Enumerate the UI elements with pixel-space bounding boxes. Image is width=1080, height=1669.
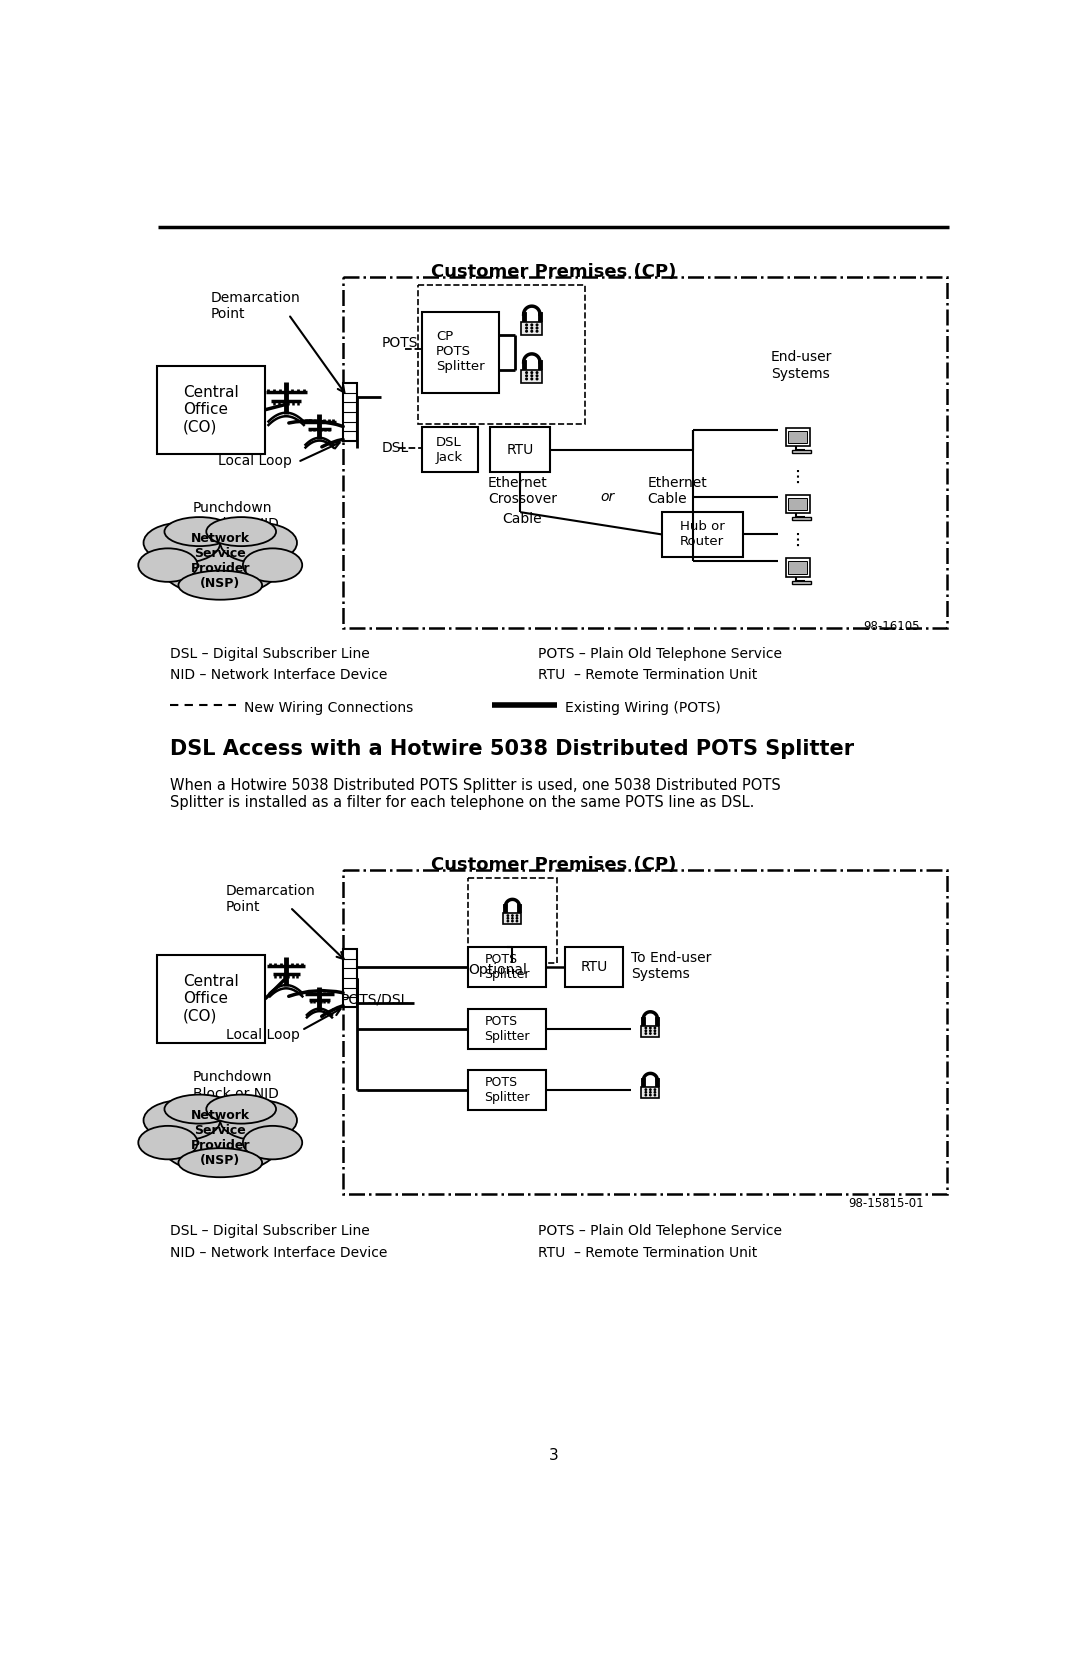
Text: DSL – Digital Subscriber Line: DSL – Digital Subscriber Line — [170, 648, 369, 661]
Ellipse shape — [158, 1103, 283, 1173]
Text: CP
POTS
Splitter: CP POTS Splitter — [436, 330, 485, 374]
Text: Punchdown
Block or NID: Punchdown Block or NID — [193, 501, 279, 531]
Bar — [469, 1008, 545, 1048]
Text: RTU: RTU — [580, 960, 607, 975]
Text: Central
Office
(CO): Central Office (CO) — [184, 386, 239, 434]
Text: POTS
Splitter: POTS Splitter — [484, 1015, 530, 1043]
Text: RTU  – Remote Termination Unit: RTU – Remote Termination Unit — [538, 669, 757, 683]
Bar — [342, 950, 356, 1006]
Text: RTU: RTU — [507, 442, 534, 457]
Text: DSL: DSL — [381, 441, 408, 456]
Bar — [792, 517, 810, 521]
Bar — [469, 1070, 545, 1110]
Text: Hub or
Router: Hub or Router — [680, 521, 725, 549]
Text: Customer Premises (CP): Customer Premises (CP) — [431, 264, 676, 282]
Text: Punchdown
Block or NID: Punchdown Block or NID — [193, 1070, 279, 1100]
Bar — [788, 431, 807, 442]
Ellipse shape — [206, 1095, 276, 1123]
Bar — [469, 948, 545, 988]
Text: POTS/DSL: POTS/DSL — [341, 993, 409, 1006]
Text: End-user
Systems: End-user Systems — [771, 350, 833, 381]
Text: New Wiring Connections: New Wiring Connections — [243, 701, 413, 714]
Text: Existing Wiring (POTS): Existing Wiring (POTS) — [565, 701, 720, 714]
Text: 98-15815-01: 98-15815-01 — [848, 1197, 923, 1210]
Bar — [662, 512, 743, 557]
Text: POTS
Splitter: POTS Splitter — [484, 1077, 530, 1105]
Bar — [157, 955, 266, 1043]
Text: DSL Access with a Hotwire 5038 Distributed POTS Splitter: DSL Access with a Hotwire 5038 Distribut… — [170, 739, 854, 759]
Text: Local Loop: Local Loop — [226, 1028, 300, 1041]
Bar — [792, 581, 810, 584]
Bar — [785, 494, 810, 512]
Ellipse shape — [144, 522, 220, 562]
Bar — [785, 427, 810, 446]
Ellipse shape — [243, 1127, 302, 1160]
Ellipse shape — [144, 1100, 220, 1140]
Text: POTS – Plain Old Telephone Service: POTS – Plain Old Telephone Service — [538, 648, 782, 661]
Bar — [522, 371, 542, 382]
Bar — [503, 913, 522, 925]
Text: Demarcation
Point: Demarcation Point — [226, 885, 315, 915]
Text: When a Hotwire 5038 Distributed POTS Splitter is used, one 5038 Distributed POTS: When a Hotwire 5038 Distributed POTS Spl… — [170, 778, 781, 809]
Text: Demarcation
Point: Demarcation Point — [211, 290, 300, 322]
Text: 3: 3 — [549, 1447, 558, 1462]
Text: POTS
Splitter: POTS Splitter — [484, 953, 530, 981]
Ellipse shape — [220, 522, 297, 562]
Text: or: or — [600, 489, 615, 504]
Text: Cable: Cable — [502, 512, 542, 526]
Bar — [788, 561, 807, 574]
Text: POTS – Plain Old Telephone Service: POTS – Plain Old Telephone Service — [538, 1225, 782, 1238]
Ellipse shape — [164, 517, 234, 546]
Text: DSL – Digital Subscriber Line: DSL – Digital Subscriber Line — [170, 1225, 369, 1238]
Ellipse shape — [164, 1095, 234, 1123]
Ellipse shape — [206, 517, 276, 546]
Bar — [342, 277, 947, 628]
Ellipse shape — [178, 1148, 262, 1177]
Bar — [157, 366, 266, 454]
Text: Local Loop: Local Loop — [218, 454, 292, 469]
Ellipse shape — [158, 526, 283, 596]
Text: Optional: Optional — [469, 963, 527, 976]
Text: To End-user
Systems: To End-user Systems — [631, 951, 712, 981]
Bar — [522, 322, 542, 335]
Bar — [642, 1026, 660, 1036]
Bar — [785, 559, 810, 577]
Text: Customer Premises (CP): Customer Premises (CP) — [431, 856, 676, 875]
Text: POTS: POTS — [381, 335, 418, 350]
Ellipse shape — [138, 549, 198, 582]
Bar — [469, 878, 557, 963]
Text: NID – Network Interface Device: NID – Network Interface Device — [170, 1247, 388, 1260]
Text: RTU  – Remote Termination Unit: RTU – Remote Termination Unit — [538, 1247, 757, 1260]
Bar — [490, 427, 551, 472]
Ellipse shape — [138, 1127, 198, 1160]
Bar — [422, 312, 499, 392]
Text: NID – Network Interface Device: NID – Network Interface Device — [170, 669, 388, 683]
Ellipse shape — [178, 571, 262, 599]
Bar — [642, 1088, 660, 1098]
Ellipse shape — [243, 549, 302, 582]
Text: Network
Service
Provider
(NSP): Network Service Provider (NSP) — [190, 532, 249, 589]
Text: Central
Office
(CO): Central Office (CO) — [184, 975, 239, 1023]
Bar — [422, 427, 477, 472]
Text: 98-16105: 98-16105 — [864, 619, 920, 633]
Ellipse shape — [220, 1100, 297, 1140]
Bar — [788, 497, 807, 511]
Bar — [565, 948, 623, 988]
Bar — [342, 384, 356, 441]
Bar — [342, 870, 947, 1193]
Bar — [418, 285, 584, 424]
Text: DSL
Jack: DSL Jack — [436, 436, 463, 464]
Text: Ethernet
Crossover: Ethernet Crossover — [488, 476, 557, 506]
Bar — [792, 451, 810, 454]
Text: Ethernet
Cable: Ethernet Cable — [648, 476, 707, 506]
Text: Network
Service
Provider
(NSP): Network Service Provider (NSP) — [190, 1110, 249, 1167]
